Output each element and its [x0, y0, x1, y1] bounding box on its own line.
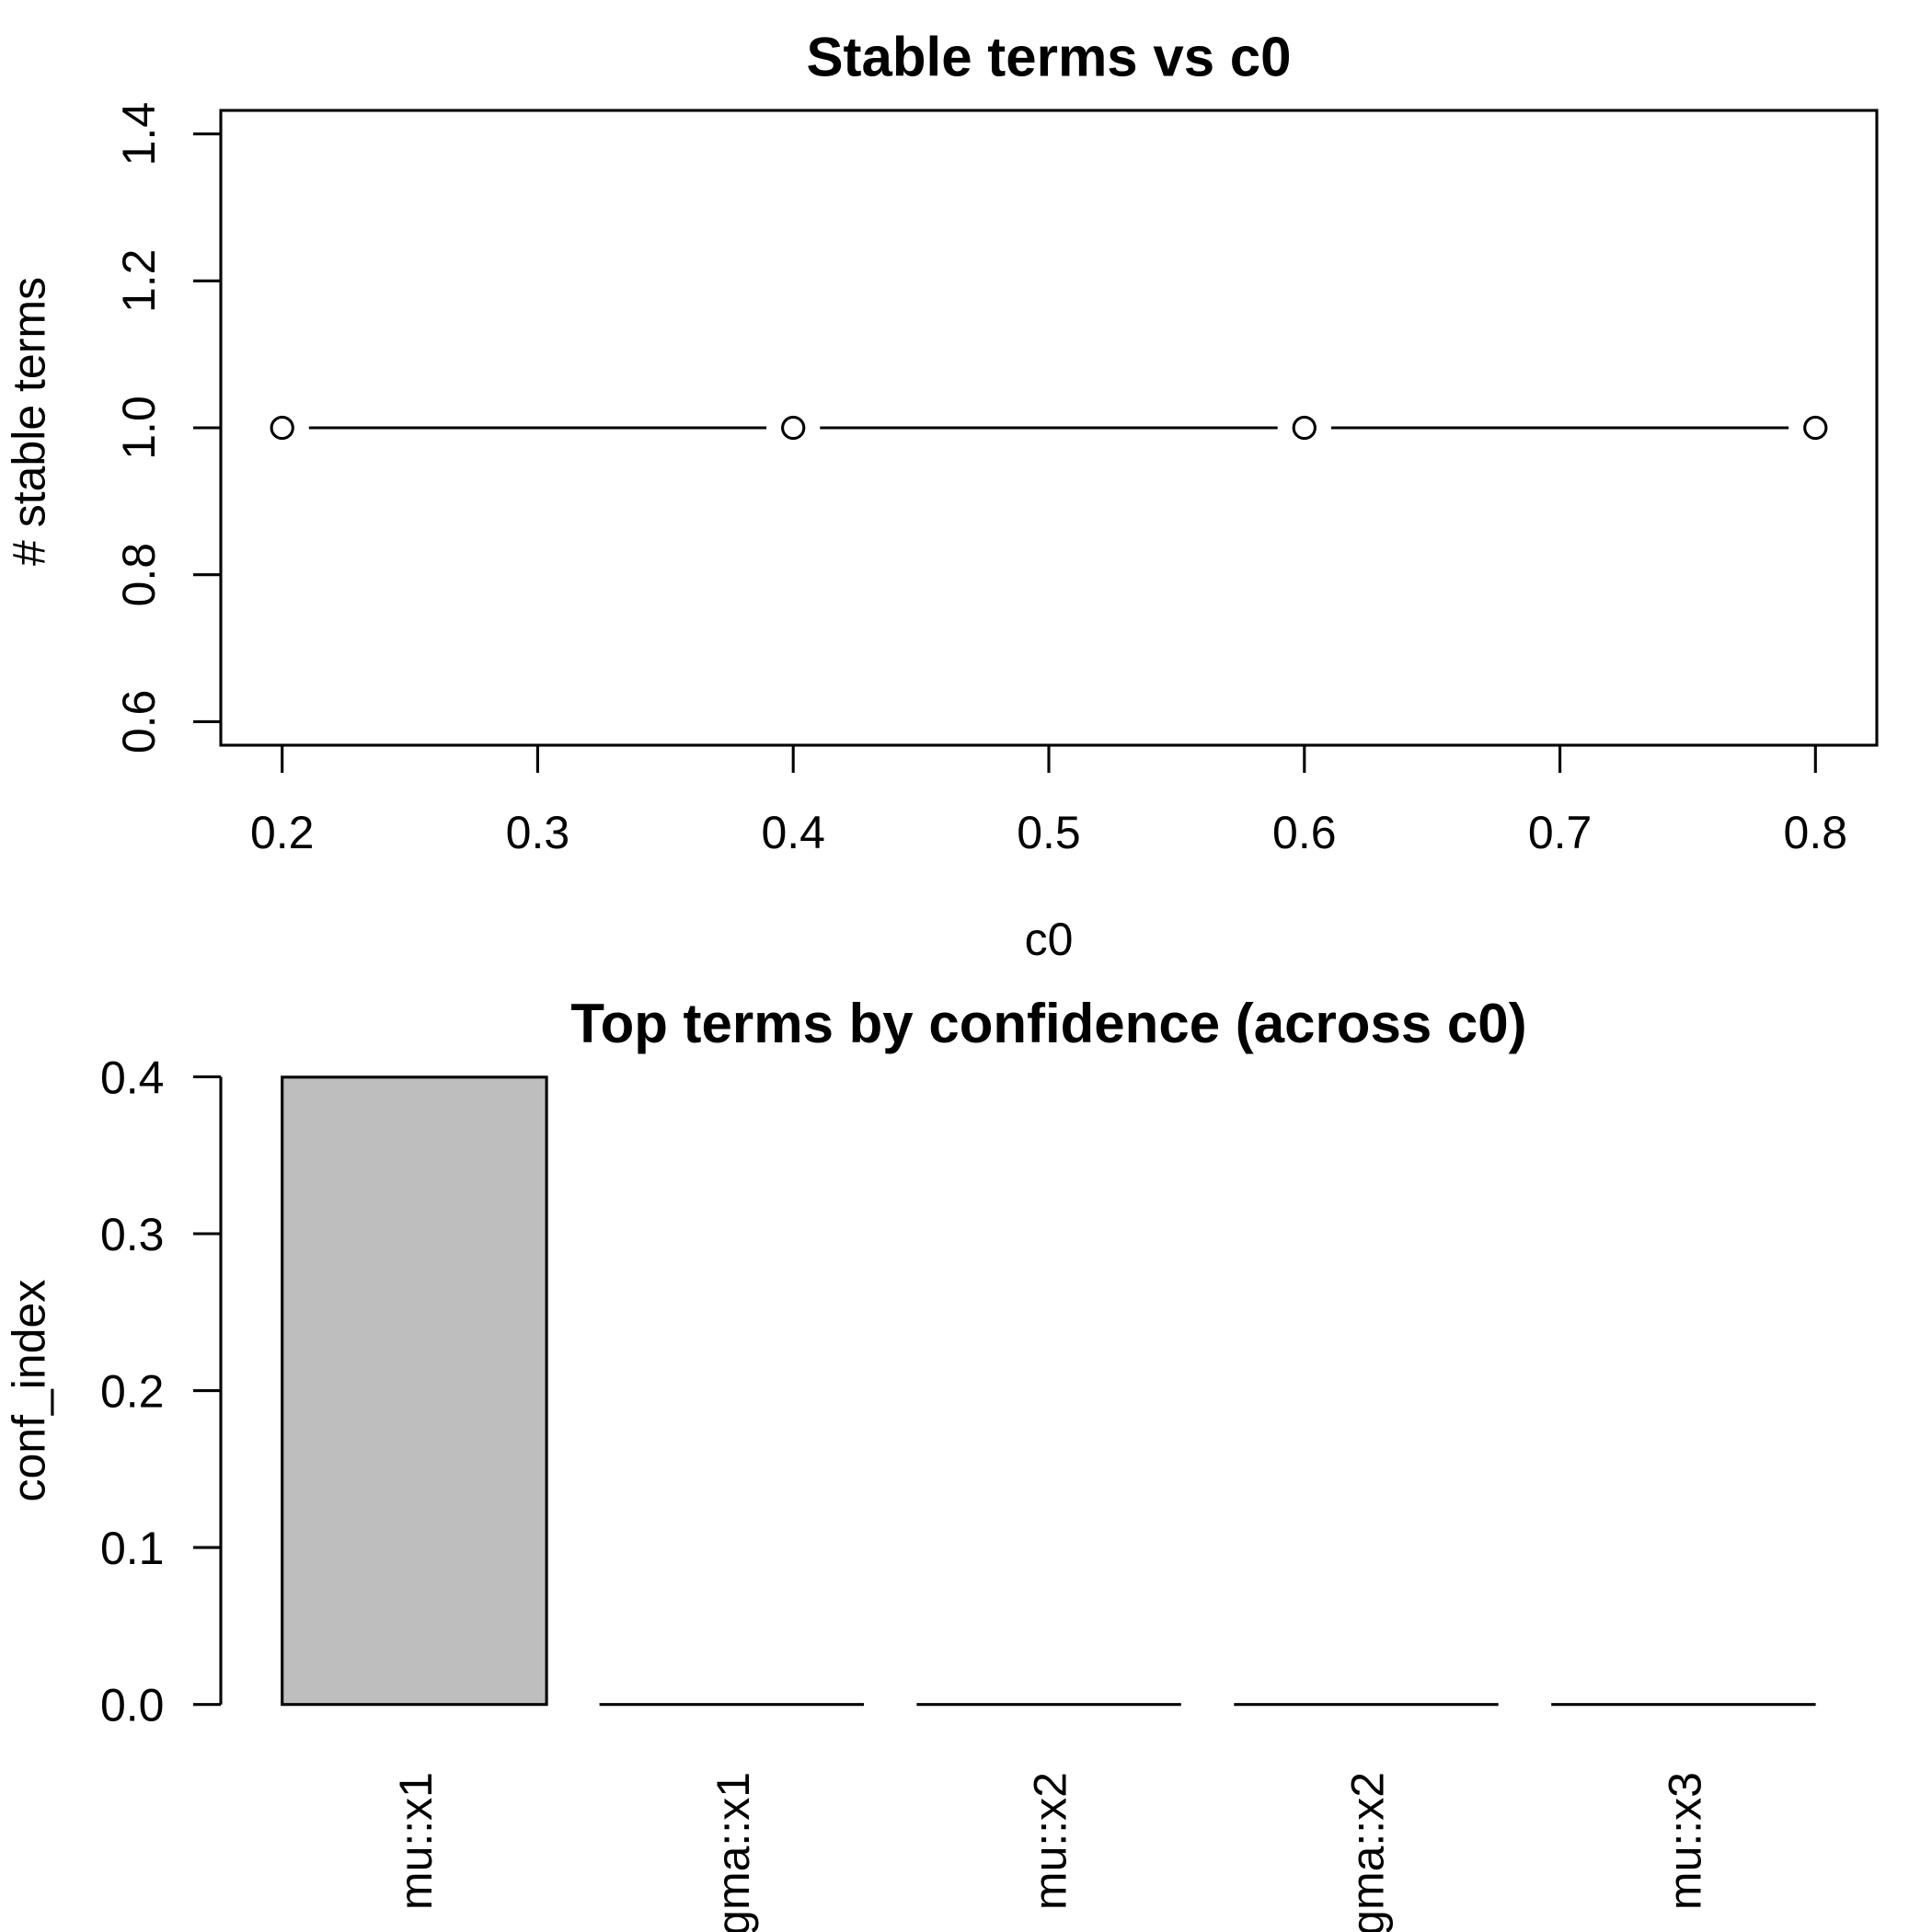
- svg-text:1.2: 1.2: [113, 249, 165, 314]
- svg-text:0.4: 0.4: [761, 807, 825, 858]
- svg-text:0.5: 0.5: [1017, 807, 1081, 858]
- svg-text:0.8: 0.8: [1784, 807, 1848, 858]
- svg-text:1.0: 1.0: [113, 396, 165, 460]
- svg-text:0.6: 0.6: [113, 690, 165, 754]
- svg-text:0.4: 0.4: [100, 1052, 165, 1103]
- svg-text:Stable terms vs c0: Stable terms vs c0: [807, 27, 1292, 88]
- svg-text:0.0: 0.0: [100, 1680, 165, 1731]
- svg-text:0.3: 0.3: [506, 807, 570, 858]
- svg-text:0.2: 0.2: [100, 1366, 165, 1418]
- svg-text:0.7: 0.7: [1528, 807, 1593, 858]
- svg-text:0.2: 0.2: [250, 807, 315, 858]
- svg-text:c0: c0: [1025, 914, 1074, 965]
- svg-text:0.8: 0.8: [113, 543, 165, 607]
- svg-text:mu::x2: mu::x2: [1025, 1772, 1076, 1910]
- svg-text:conf_index: conf_index: [4, 1280, 55, 1502]
- svg-text:0.3: 0.3: [100, 1209, 165, 1260]
- svg-text:mu::x1: mu::x1: [390, 1772, 442, 1910]
- svg-text:mu::x3: mu::x3: [1659, 1772, 1710, 1910]
- svg-text:0.6: 0.6: [1272, 807, 1337, 858]
- svg-text:0.1: 0.1: [100, 1523, 165, 1574]
- svg-text:gma::x2: gma::x2: [1342, 1772, 1394, 1932]
- svg-text:Top terms by confidence (acros: Top terms by confidence (across c0): [570, 993, 1526, 1054]
- svg-text:gma::x1: gma::x1: [707, 1772, 759, 1932]
- svg-text:1.4: 1.4: [113, 102, 165, 167]
- svg-text:# stable terms: # stable terms: [4, 277, 55, 566]
